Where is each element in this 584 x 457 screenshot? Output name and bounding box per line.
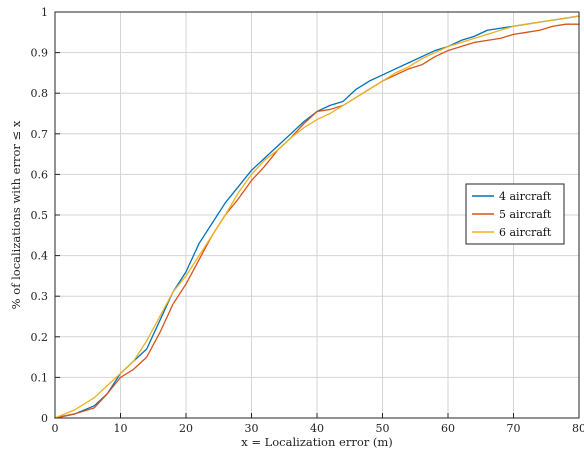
x-tick-label: 80 xyxy=(572,422,584,435)
series-lines xyxy=(54,15,580,419)
x-tick-label: 40 xyxy=(310,422,324,435)
y-tick-label: 0 xyxy=(41,412,48,425)
legend-label: 4 aircraft xyxy=(499,190,552,203)
series-line-5-aircraft xyxy=(54,23,580,419)
y-axis-label: % of localizations with error ≤ x xyxy=(9,120,23,309)
legend-label: 6 aircraft xyxy=(499,226,552,239)
y-tick-label: 0.7 xyxy=(31,128,49,141)
x-tick-label: 0 xyxy=(52,422,59,435)
x-tick-label: 20 xyxy=(179,422,193,435)
x-tick-label: 50 xyxy=(376,422,390,435)
y-tick-label: 0.8 xyxy=(31,87,49,100)
y-tick-label: 0.5 xyxy=(31,209,49,222)
y-tick-label: 0.3 xyxy=(31,290,49,303)
legend-label: 5 aircraft xyxy=(499,208,552,221)
x-tick-label: 70 xyxy=(507,422,521,435)
series-line-6-aircraft xyxy=(54,15,580,419)
series-line-4-aircraft xyxy=(54,15,580,419)
y-tick-label: 0.4 xyxy=(31,250,49,263)
y-tick-label: 0.6 xyxy=(31,168,49,181)
x-tick-label: 60 xyxy=(441,422,455,435)
x-tick-label: 30 xyxy=(245,422,259,435)
y-tick-label: 0.1 xyxy=(31,371,49,384)
y-tick-label: 0.2 xyxy=(31,331,49,344)
legend: 4 aircraft 5 aircraft 6 aircraft xyxy=(465,183,565,245)
x-axis-label: x = Localization error (m) xyxy=(241,435,393,449)
axis-ticks: 0 10 20 30 40 50 60 70 80 0 0.1 0.2 0.3 0.4 0.5 0.6 0.7 0… xyxy=(31,6,584,435)
y-tick-label: 1 xyxy=(41,6,48,19)
x-tick-label: 10 xyxy=(114,422,128,435)
legend-box xyxy=(465,183,565,245)
y-tick-label: 0.9 xyxy=(31,47,49,60)
